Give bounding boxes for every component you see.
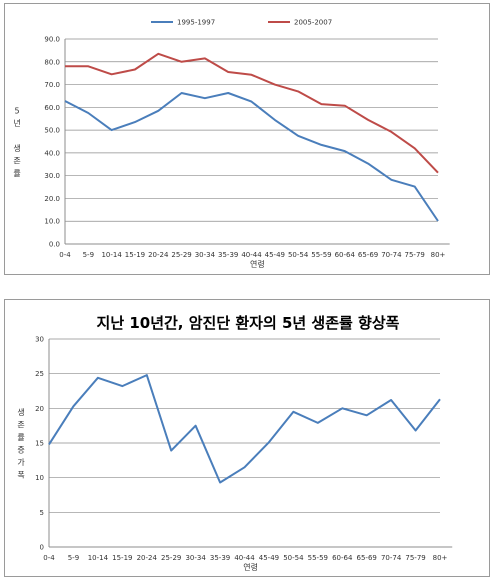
x-tick-label: 15-19 bbox=[112, 554, 132, 562]
x-tick-label: 35-39 bbox=[210, 554, 230, 562]
x-tick-label: 75-79 bbox=[405, 251, 425, 259]
x-axis-title: 연령 bbox=[243, 563, 258, 572]
x-tick-label: 65-69 bbox=[358, 251, 378, 259]
y-tick-label: 30.0 bbox=[44, 172, 60, 180]
y-tick-label: 40.0 bbox=[44, 149, 60, 157]
x-tick-label: 15-19 bbox=[125, 251, 145, 259]
x-tick-label: 70-74 bbox=[381, 554, 402, 562]
y-tick-label: 70.0 bbox=[44, 81, 60, 89]
y-tick-label: 20 bbox=[35, 405, 44, 413]
x-tick-label: 80+ bbox=[431, 251, 446, 259]
x-tick-label: 60-64 bbox=[335, 251, 356, 259]
y-tick-label: 60.0 bbox=[44, 104, 60, 112]
x-tick-label: 10-14 bbox=[88, 554, 109, 562]
y-tick-label: 30 bbox=[35, 336, 44, 344]
y-tick-label: 25 bbox=[35, 370, 44, 378]
x-tick-label: 80+ bbox=[433, 554, 448, 562]
x-tick-label: 30-34 bbox=[195, 251, 216, 259]
x-tick-label: 65-69 bbox=[357, 554, 377, 562]
x-tick-label: 40-44 bbox=[241, 251, 262, 259]
x-tick-label: 70-74 bbox=[381, 251, 402, 259]
improvement-chart: 0 5 10 15 20 25 30 0-4 5-9 10-14 15-19 20-24 25-29 30… bbox=[17, 314, 453, 572]
x-tick-label: 55-59 bbox=[311, 251, 331, 259]
x-tick-label: 10-14 bbox=[101, 251, 122, 259]
x-tick-label: 0-4 bbox=[59, 251, 71, 259]
x-tick-label: 35-39 bbox=[218, 251, 238, 259]
x-axis-title: 연령 bbox=[250, 260, 265, 269]
x-tick-label: 75-79 bbox=[405, 554, 425, 562]
y-tick-label: 10.0 bbox=[44, 218, 60, 226]
chart-panel-survival-rate: 0.0 10.0 20.0 30.0 40.0 50.0 60.0 70.0 80.0 90.0 0… bbox=[4, 3, 490, 275]
chart-panel-improvement: 0 5 10 15 20 25 30 0-4 5-9 10-14 15-19 20-24 25-29 30… bbox=[4, 299, 490, 577]
y-tick-label: 0 bbox=[40, 544, 44, 552]
series-line-1 bbox=[64, 92, 439, 222]
x-tick-label: 5-9 bbox=[83, 251, 94, 259]
legend-label-2: 2005-2007 bbox=[294, 19, 332, 27]
x-tick-label: 30-34 bbox=[185, 554, 206, 562]
y-tick-label: 10 bbox=[35, 474, 44, 482]
x-tick-label: 60-64 bbox=[332, 554, 353, 562]
y-tick-label: 90.0 bbox=[44, 36, 60, 44]
y-tick-label: 15 bbox=[35, 440, 44, 448]
x-tick-label: 45-49 bbox=[265, 251, 285, 259]
y-tick-label: 0.0 bbox=[49, 241, 60, 249]
y-tick-label: 20.0 bbox=[44, 195, 60, 203]
y-tick-label: 5 bbox=[40, 509, 44, 517]
y-tick-label: 80.0 bbox=[44, 58, 60, 66]
x-tick-label: 25-29 bbox=[171, 251, 191, 259]
x-tick-label: 50-54 bbox=[288, 251, 309, 259]
x-tick-label: 55-59 bbox=[308, 554, 328, 562]
legend-label-1: 1995-1997 bbox=[177, 19, 215, 27]
x-tick-label: 25-29 bbox=[161, 554, 181, 562]
x-tick-label: 40-44 bbox=[234, 554, 255, 562]
survival-rate-chart: 0.0 10.0 20.0 30.0 40.0 50.0 60.0 70.0 80.0 90.0 0… bbox=[13, 19, 450, 269]
series-line-1 bbox=[48, 374, 441, 484]
x-tick-label: 50-54 bbox=[283, 554, 304, 562]
x-tick-label: 20-24 bbox=[137, 554, 158, 562]
y-tick-label: 50.0 bbox=[44, 127, 60, 135]
x-tick-label: 20-24 bbox=[148, 251, 169, 259]
x-tick-label: 5-9 bbox=[68, 554, 79, 562]
series-line-2 bbox=[65, 52, 439, 174]
chart-title: 지난 10년간, 암진단 환자의 5년 생존률 향상폭 bbox=[97, 314, 400, 332]
x-tick-label: 0-4 bbox=[43, 554, 55, 562]
x-tick-label: 45-49 bbox=[259, 554, 279, 562]
